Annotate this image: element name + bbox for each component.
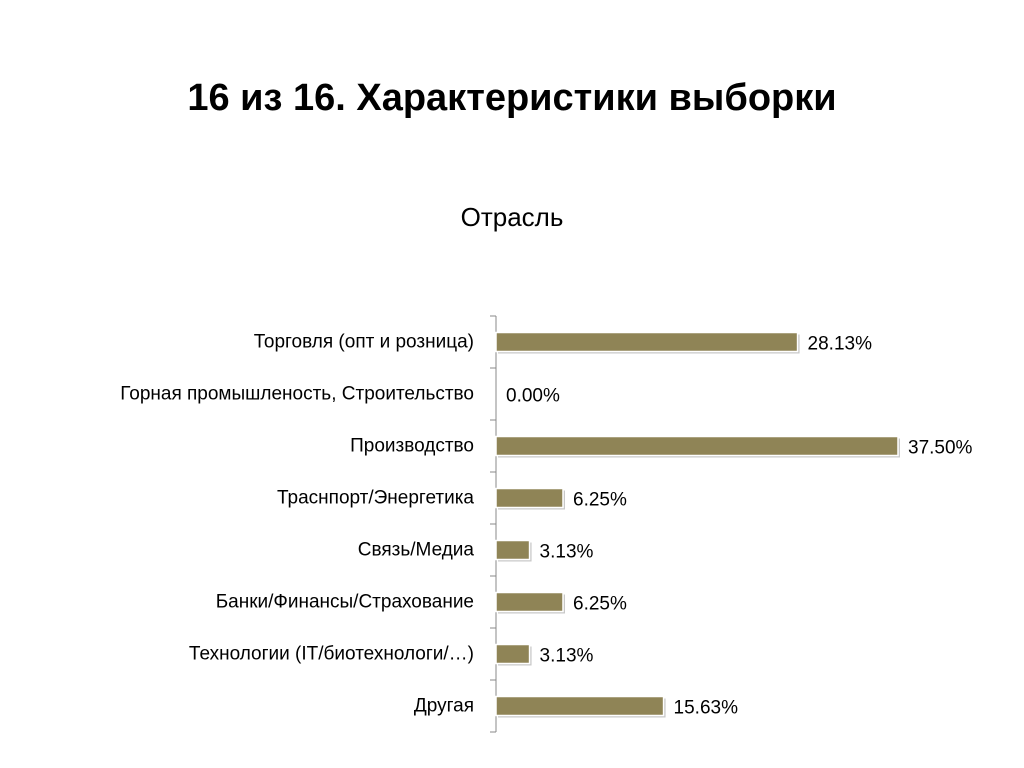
value-label: 3.13% [540, 646, 594, 667]
bar [495, 435, 899, 457]
category-label: Технологии (IT/биотехнологи/…) [189, 644, 474, 665]
bar [495, 695, 665, 717]
category-label: Банки/Финансы/Страхование [216, 592, 474, 613]
value-label: 28.13% [808, 334, 873, 355]
category-label: Производство [350, 436, 474, 457]
value-label: 0.00% [506, 386, 560, 407]
category-label: Торговля (опт и розница) [254, 332, 474, 353]
value-label: 15.63% [674, 698, 739, 719]
category-label: Траснпорт/Энергетика [277, 488, 474, 509]
value-label: 6.25% [573, 490, 627, 511]
value-label: 6.25% [573, 594, 627, 615]
axis-layer [490, 315, 497, 733]
category-label: Горная промышленость, Строительство [120, 384, 474, 405]
category-label: Другая [414, 696, 474, 717]
bar [495, 487, 564, 509]
chart-title: Отрасль [461, 202, 564, 232]
bar [495, 643, 531, 665]
category-label: Связь/Медиа [358, 540, 475, 561]
bar [495, 539, 531, 561]
labels-layer: Торговля (опт и розница) 28.13% Горная про… [120, 332, 972, 719]
value-label: 37.50% [908, 438, 973, 459]
bars-layer [495, 331, 900, 718]
bar [495, 331, 799, 353]
bar [495, 591, 564, 613]
value-label: 3.13% [540, 542, 594, 563]
slide-title: 16 из 16. Характеристики выборки [187, 77, 837, 119]
